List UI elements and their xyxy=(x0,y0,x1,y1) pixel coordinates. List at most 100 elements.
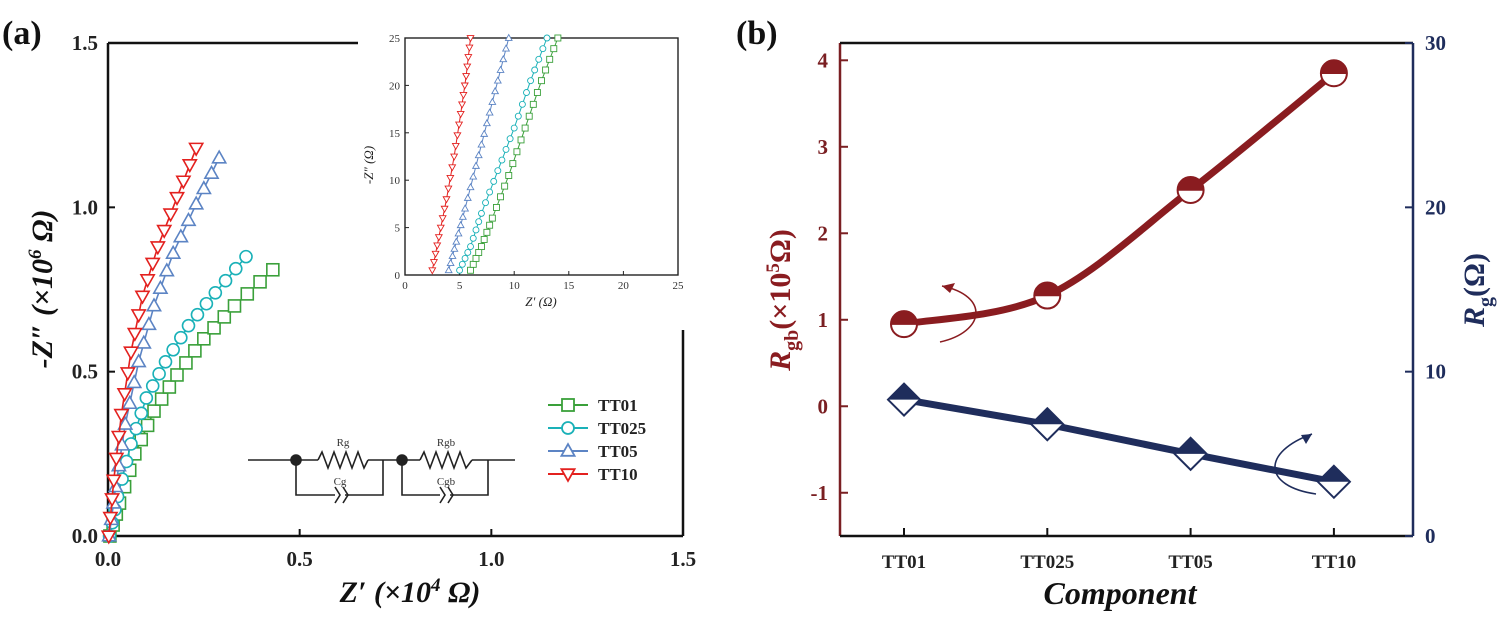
legend-entry: TT05 xyxy=(598,442,638,461)
rgb-marker-fill xyxy=(1177,177,1204,191)
inset-series-tt01 xyxy=(467,34,562,274)
data-point xyxy=(253,275,267,289)
inset-data-point xyxy=(531,66,539,74)
legend-marker xyxy=(559,442,577,457)
inset-data-point xyxy=(493,76,502,84)
data-point xyxy=(181,159,198,174)
rgb-data-point xyxy=(1176,176,1205,205)
panel-a-series xyxy=(100,142,280,545)
rgb-marker-fill xyxy=(891,311,917,325)
data-point xyxy=(240,287,255,301)
inset-y-tick-label: 10 xyxy=(389,175,401,187)
data-point xyxy=(180,211,197,227)
inset-data-point xyxy=(550,45,558,53)
data-point xyxy=(188,344,202,358)
rgb-axis-arrowhead xyxy=(942,283,955,293)
data-point xyxy=(110,430,127,445)
data-point xyxy=(162,380,177,394)
x-tick-label: 1.0 xyxy=(478,547,504,571)
rg-resistor xyxy=(317,449,369,471)
data-point xyxy=(156,224,173,239)
data-point xyxy=(135,334,152,349)
circuit-label-rg: Rg xyxy=(337,437,350,449)
x-tick-label: 0.5 xyxy=(287,547,313,571)
inset-x-tick-label: 15 xyxy=(563,280,575,292)
x-tick-label: 1.5 xyxy=(670,547,696,571)
data-point xyxy=(134,290,151,305)
inset-data-point xyxy=(464,54,473,62)
inset-data-point xyxy=(523,89,530,96)
x-tick-label: 0.0 xyxy=(95,547,121,571)
inset-data-point xyxy=(538,77,545,85)
inset-x-tick-label: 0 xyxy=(402,280,408,292)
data-point xyxy=(166,342,180,357)
inset-data-point xyxy=(513,148,521,156)
left-tick-label: 0 xyxy=(818,394,829,418)
inset-data-point xyxy=(472,226,480,234)
inset-data-point xyxy=(506,135,514,143)
inset-series-tt025 xyxy=(456,34,551,274)
legend-entry: TT10 xyxy=(598,465,638,484)
inset-frame xyxy=(404,37,679,276)
x-tick-label: TT05 xyxy=(1168,552,1212,573)
inset-series-tt10 xyxy=(428,35,475,275)
data-point xyxy=(158,262,175,277)
legend-entry: TT01 xyxy=(598,396,638,415)
data-point xyxy=(117,415,134,430)
left-tick-label: 2 xyxy=(818,221,829,245)
data-point xyxy=(139,391,154,405)
series-line xyxy=(107,147,197,537)
inset-data-point xyxy=(433,242,442,250)
inset-data-point xyxy=(438,215,447,223)
right-tick-label: 10 xyxy=(1425,360,1446,384)
rg-axis-arrowhead xyxy=(1301,434,1312,444)
inset-data-point xyxy=(510,124,518,132)
inset-data-point xyxy=(446,258,455,266)
data-point xyxy=(208,285,223,300)
data-point xyxy=(144,257,161,272)
panel-a-x-axis-title: Z′ (×104 Ω) xyxy=(339,575,481,609)
inset-data-point xyxy=(456,220,465,229)
inset-data-point xyxy=(482,118,491,127)
inset-data-point xyxy=(477,209,485,217)
cg-branch-right xyxy=(345,460,384,496)
inset-data-point xyxy=(496,65,505,73)
rg-axis-arrow xyxy=(1274,433,1317,495)
inset-data-point xyxy=(498,156,506,164)
inset-x-tick-label: 20 xyxy=(618,280,630,292)
inset-data-point xyxy=(475,249,483,256)
panel-b-x-axis-title: Component xyxy=(1044,575,1198,611)
legend-marker xyxy=(561,421,575,435)
rgb-marker-fill xyxy=(1320,60,1347,74)
inset-data-point xyxy=(514,112,522,120)
inset-data-point xyxy=(482,199,489,207)
rg-marker-fill xyxy=(1031,408,1064,425)
inset-data-point xyxy=(525,112,533,120)
x-tick-label: TT01 xyxy=(882,552,926,573)
rg-data-point xyxy=(886,382,922,418)
data-point xyxy=(227,299,242,313)
inset-data-point xyxy=(542,66,550,74)
inset-y-ticks: 0 5 10 15 20 25 xyxy=(389,33,409,282)
data-point xyxy=(105,474,122,489)
inset-data-point xyxy=(494,167,502,175)
inset-data-point xyxy=(543,34,551,42)
panel-b-series xyxy=(886,59,1352,500)
inset-data-point xyxy=(465,44,474,52)
inset-data-point xyxy=(464,249,472,256)
data-point xyxy=(147,404,161,418)
rgb-data-point xyxy=(1033,281,1062,310)
inset-data-point xyxy=(444,265,453,274)
series-tt10 xyxy=(100,142,205,545)
data-point xyxy=(149,241,166,256)
data-point xyxy=(100,530,117,545)
data-point xyxy=(190,307,205,322)
x-tick-label: TT10 xyxy=(1312,552,1356,573)
circuit-label-cgb: Cgb xyxy=(437,476,456,488)
inset-data-point xyxy=(451,142,460,151)
inset-data-point xyxy=(469,234,477,242)
inset-data-point xyxy=(501,44,511,52)
data-point xyxy=(175,175,192,190)
right-tick-label: 20 xyxy=(1425,195,1446,219)
data-point xyxy=(211,149,228,164)
